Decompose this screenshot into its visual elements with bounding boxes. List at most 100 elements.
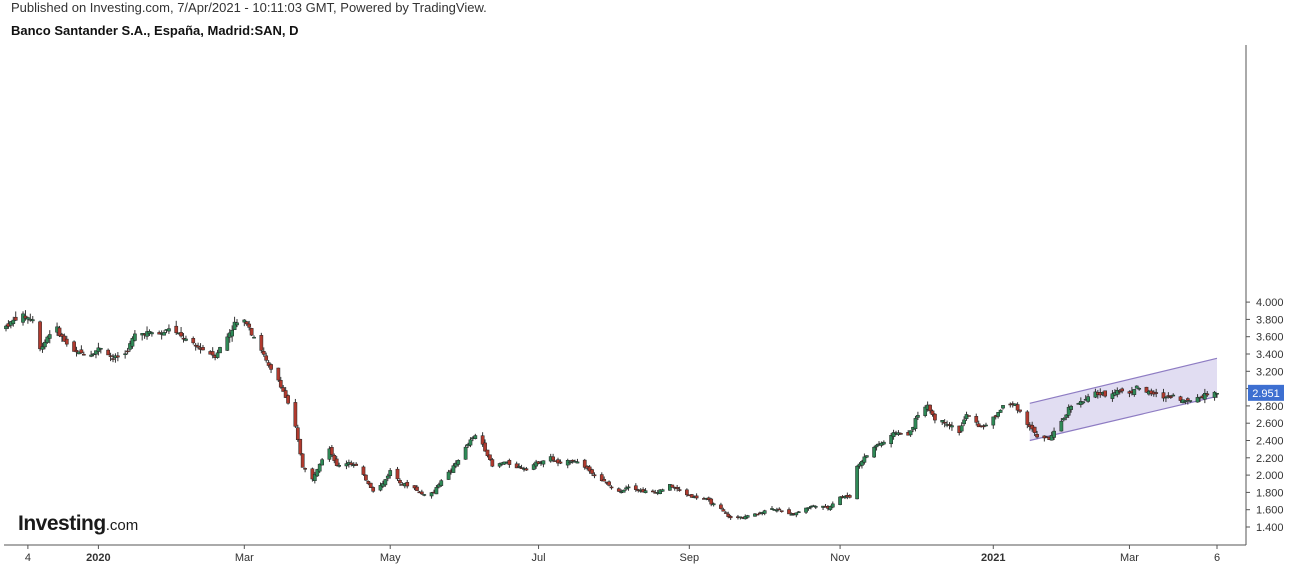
candle-up (908, 430, 913, 436)
candle-down (300, 453, 305, 468)
candle-down (650, 490, 655, 493)
candle-down (405, 482, 410, 487)
candle-down (108, 355, 113, 357)
candle-down (191, 338, 196, 344)
candle-down (670, 484, 675, 488)
candle-down (1025, 411, 1030, 425)
candle-up (344, 463, 349, 467)
candle-up (230, 329, 235, 337)
candle-up (215, 352, 220, 358)
y-tick-label: 1.400 (1256, 522, 1284, 534)
candle-down (1144, 386, 1149, 393)
candle-up (232, 321, 237, 331)
candle-down (599, 474, 604, 481)
candle-down (1205, 393, 1210, 396)
candle-up (745, 515, 750, 518)
candle-up (711, 503, 716, 506)
y-tick-label: 3.400 (1256, 349, 1284, 361)
x-tick-label: 2020 (86, 552, 110, 564)
candle-up (517, 465, 521, 468)
candle-down (249, 328, 254, 336)
candle-down (514, 463, 519, 469)
candle-down (942, 422, 947, 424)
candle-up (145, 331, 149, 337)
candle-up (1086, 396, 1090, 402)
candle-up (830, 503, 835, 508)
candle-up (47, 334, 52, 339)
candle-down (193, 344, 198, 347)
candle-down (755, 513, 760, 516)
x-tick-label: 4 (25, 552, 31, 564)
candle-up (1137, 388, 1142, 390)
candle-up (242, 319, 247, 323)
candle-up (998, 409, 1003, 413)
candle-down (298, 438, 303, 455)
candle-down (266, 362, 271, 366)
candle-down (395, 468, 400, 480)
candle-up (860, 461, 864, 466)
candle-up (1134, 385, 1139, 389)
candle-up (806, 507, 811, 509)
candle-up (94, 350, 98, 355)
candle-down (74, 350, 79, 353)
channel-upper-line[interactable] (1029, 357, 1218, 404)
candle-up (422, 494, 427, 496)
candle-up (385, 475, 390, 479)
candle-up (1183, 400, 1188, 403)
candle-up (167, 328, 171, 332)
candle-down (332, 454, 337, 461)
x-tick-label: 6 (1214, 552, 1220, 564)
candle-down (181, 337, 186, 340)
candle-up (660, 489, 665, 492)
candle-up (133, 333, 137, 341)
candle-down (719, 504, 723, 509)
candle-down (38, 321, 42, 350)
candle-down (590, 469, 594, 474)
candle-down (174, 325, 179, 334)
candle-up (11, 319, 16, 325)
candle-down (264, 355, 269, 361)
y-tick-label: 2.600 (1256, 418, 1284, 430)
candle-down (480, 435, 485, 445)
candle-down (334, 458, 339, 466)
candle-up (473, 435, 478, 439)
candle-down (106, 349, 110, 356)
x-tick-label: 2021 (981, 552, 1005, 564)
candle-up (984, 424, 988, 427)
candle-down (947, 424, 952, 426)
candle-up (940, 420, 945, 423)
candle-up (150, 332, 154, 335)
candle-down (847, 495, 852, 498)
candle-down (368, 482, 373, 488)
logo-main: Investing (18, 512, 106, 535)
candle-up (789, 514, 794, 516)
candle-up (320, 459, 324, 466)
candle-up (991, 416, 996, 426)
candle-down (899, 433, 903, 435)
candle-up (813, 506, 818, 508)
candle-up (762, 510, 767, 514)
candle-down (694, 495, 699, 499)
candle-down (1103, 390, 1107, 397)
candle-down (210, 351, 215, 356)
candle-up (1049, 435, 1054, 441)
candle-down (281, 387, 286, 392)
candle-down (354, 463, 359, 466)
candle-up (962, 419, 966, 425)
candle-down (419, 491, 424, 495)
chart-title: Banco Santander S.A., España, Madrid:SAN… (11, 23, 299, 38)
candle-down (930, 410, 935, 415)
candle-down (609, 486, 614, 489)
candle-down (726, 513, 731, 517)
candle-up (1059, 420, 1064, 432)
candle-up (624, 487, 628, 490)
candle-down (415, 486, 419, 491)
candle-up (30, 319, 35, 322)
candle-up (456, 460, 461, 465)
candle-down (787, 509, 791, 515)
candle-up (184, 338, 188, 341)
x-tick-label: Mar (1120, 552, 1139, 564)
candle-up (1066, 406, 1071, 416)
candle-down (689, 494, 694, 498)
